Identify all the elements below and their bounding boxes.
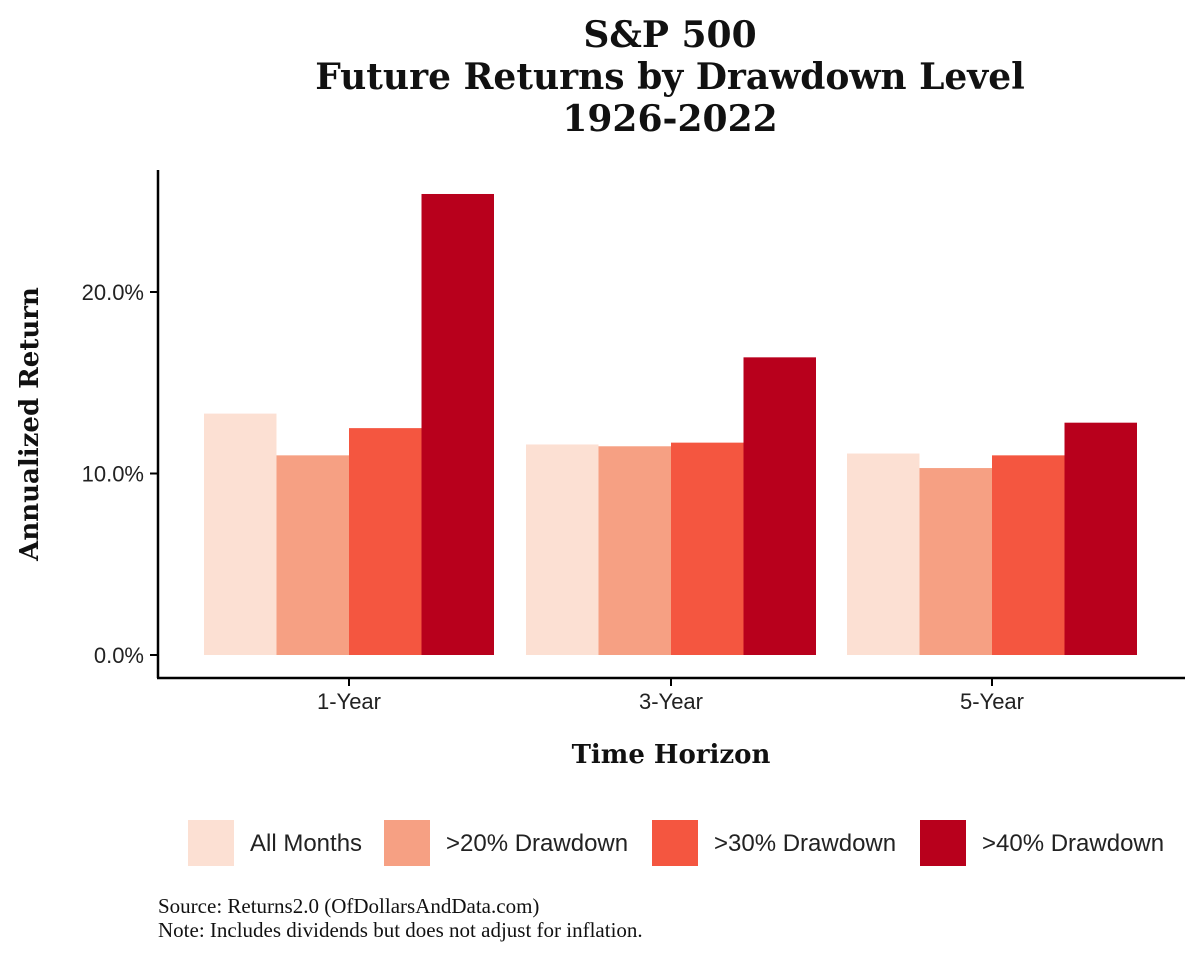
x-tick-label: 3-Year xyxy=(639,689,703,714)
bar-3-year-series-2 xyxy=(598,446,671,655)
legend-item: >40% Drawdown xyxy=(920,820,1164,866)
legend-label: All Months xyxy=(250,830,362,857)
x-tick-label: 5-Year xyxy=(960,689,1024,714)
bar-5-year-series-4 xyxy=(1064,422,1137,655)
legend-swatch xyxy=(384,820,430,866)
bar-5-year-series-1 xyxy=(847,453,920,655)
bar-5-year-series-2 xyxy=(919,468,992,655)
y-tick-label: 10.0% xyxy=(82,462,144,487)
bar-1-year-series-4 xyxy=(421,193,494,656)
y-tick-label: 0.0% xyxy=(94,643,144,668)
legend-label: >40% Drawdown xyxy=(982,830,1164,857)
bar-3-year-series-3 xyxy=(671,442,744,655)
x-ticks-group: 1-Year 3-Year 5-Year xyxy=(317,678,1024,714)
source-note: Source: Returns2.0 (OfDollarsAndData.com… xyxy=(158,894,540,918)
chart-title: S&P 500 Future Returns by Drawdown Level… xyxy=(0,14,1200,140)
bar-1-year-series-1 xyxy=(204,413,277,655)
y-tick-label: 20.0% xyxy=(82,280,144,305)
bar-3-year-series-1 xyxy=(526,444,599,655)
bar-3-year-series-4 xyxy=(743,357,816,655)
title-line-1: S&P 500 xyxy=(583,14,757,56)
y-axis-title: Annualized Return xyxy=(15,287,45,562)
title-line-2: Future Returns by Drawdown Level xyxy=(315,56,1025,98)
y-ticks-group: 0.0% 10.0% 20.0% xyxy=(82,280,158,668)
legend-item: >20% Drawdown xyxy=(384,820,628,866)
bar-1-year-series-3 xyxy=(349,428,422,655)
legend-item: >30% Drawdown xyxy=(652,820,896,866)
legend-swatch xyxy=(920,820,966,866)
legend: All Months >20% Drawdown >30% Drawdown >40%… xyxy=(188,820,1164,866)
x-axis-title: Time Horizon xyxy=(572,740,771,770)
legend-item: All Months xyxy=(188,820,362,866)
inflation-note: Note: Includes dividends but does not ad… xyxy=(158,918,643,942)
legend-swatch xyxy=(652,820,698,866)
title-line-3: 1926-2022 xyxy=(562,98,778,140)
legend-label: >20% Drawdown xyxy=(446,830,628,857)
legend-swatch xyxy=(188,820,234,866)
x-tick-label: 1-Year xyxy=(317,689,381,714)
legend-label: >30% Drawdown xyxy=(714,830,896,857)
footnotes: Source: Returns2.0 (OfDollarsAndData.com… xyxy=(158,894,643,942)
bars-group xyxy=(204,193,1137,656)
bar-5-year-series-3 xyxy=(992,455,1065,655)
bar-1-year-series-2 xyxy=(276,455,349,655)
